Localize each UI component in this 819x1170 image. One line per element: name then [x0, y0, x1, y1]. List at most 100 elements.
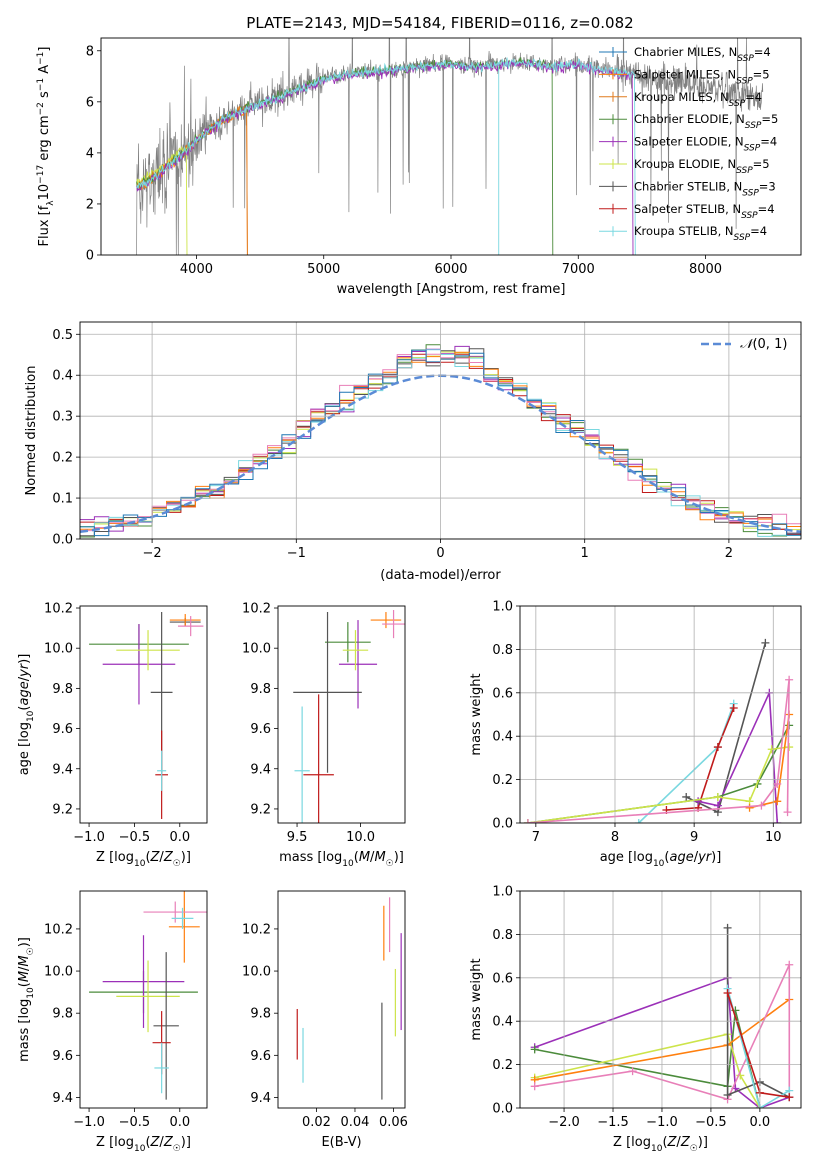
y-tick-label: 9.6: [250, 722, 271, 737]
label-part: −1: [36, 78, 46, 91]
label-part: Kroupa MILES, N: [634, 90, 729, 104]
label-part: /: [17, 676, 32, 681]
y-tick-label: 0.8: [492, 928, 513, 943]
y-tick-label: 9.8: [250, 1007, 271, 1022]
y-axis-label: Normed distribution: [24, 366, 39, 496]
label-part: SSP: [729, 99, 746, 109]
label-part: age [log: [17, 722, 32, 775]
plot-area: [89, 612, 204, 819]
x-tick-label: −1.5: [597, 1115, 629, 1130]
label-part: )]: [17, 937, 32, 947]
x-tick-label: 7000: [562, 262, 595, 277]
label-part: ☉: [690, 1144, 698, 1154]
label-part: Z: [163, 1135, 174, 1150]
y-tick-label: 10.2: [242, 602, 271, 617]
data-point: [116, 960, 180, 1033]
x-tick-label: 10: [765, 830, 782, 845]
weight-series: [666, 707, 735, 811]
y-tick-label: 1.0: [492, 885, 513, 900]
data-point: [116, 630, 180, 671]
label-part: Z: [667, 1135, 678, 1150]
x-tick-label: −1: [287, 546, 306, 561]
x-tick-label: 0.0: [750, 1115, 771, 1130]
weight-marker: [694, 797, 703, 806]
label-part: /: [159, 850, 164, 865]
legend: 𝒩(0, 1): [701, 337, 787, 352]
label-part: SSP: [734, 233, 751, 243]
x-tick-label: 0.02: [302, 1115, 331, 1130]
label-part: Z: [150, 1135, 161, 1150]
x-axis-label: (data-model)/error: [380, 568, 501, 583]
label-part: Flux [f: [37, 205, 52, 246]
y-tick-label: 9.4: [52, 762, 73, 777]
label-part: 10: [134, 1144, 146, 1154]
x-tick-label: 8: [611, 830, 619, 845]
label-part: (0, 1): [752, 337, 787, 352]
label-part: Chabrier STELIB, N: [634, 179, 742, 193]
axes-age_vs_z: −1.0 −0.5 0.09.29.49.69.810.010.2Z [log10(…: [17, 602, 208, 869]
label-part: A: [37, 65, 52, 78]
weight-marker: [785, 675, 794, 684]
weight-series: [726, 927, 790, 1098]
label-part: (: [145, 1135, 150, 1150]
x-tick-label: 5000: [307, 262, 340, 277]
weight-marker: [634, 819, 643, 823]
label-part: SSP: [742, 188, 759, 198]
y-tick-label: 10.0: [242, 965, 271, 980]
y-axis-label: Flux [fλ10−17 erg cm−2 s−1 A−1]: [36, 47, 56, 247]
plot-area: [520, 606, 801, 823]
weight-marker: [682, 792, 691, 801]
label-part: (: [17, 982, 32, 987]
label-part: Z [log: [96, 850, 134, 865]
x-tick-label: 10.0: [346, 830, 375, 845]
label-part: ☉: [26, 947, 36, 955]
plot-area: [89, 891, 207, 1100]
label-part: erg cm: [37, 115, 52, 164]
weight-marker: [773, 779, 782, 788]
weight-marker: [723, 988, 732, 997]
label-part: mass [log: [17, 999, 32, 1062]
y-tick-label: 0.2: [492, 1058, 513, 1073]
label-part: SSP: [736, 76, 753, 86]
data-point: [169, 614, 201, 627]
label-part: (: [354, 850, 359, 865]
label-part: age: [669, 850, 693, 865]
label-part: SSP: [745, 121, 762, 131]
y-tick-label: 0.2: [492, 773, 513, 788]
x-tick-label: 7: [532, 830, 540, 845]
label-part: Kroupa ELODIE, N: [634, 157, 736, 171]
data-point: [382, 610, 405, 639]
label-part: mass weight: [469, 958, 484, 1040]
data-point: [171, 907, 194, 929]
y-tick-label: 0.6: [492, 971, 513, 986]
label-part: =3: [759, 179, 776, 193]
data-point: [168, 891, 200, 963]
weight-marker: [783, 808, 792, 817]
data-point: [143, 901, 207, 923]
legend-entry: Kroupa MILES, NSSP=4: [634, 90, 762, 109]
label-part: 10: [342, 859, 354, 869]
data-point: [342, 630, 369, 671]
x-tick-label: 8000: [689, 262, 722, 277]
y-tick-label: 10.2: [44, 602, 73, 617]
y-tick-label: 0.8: [492, 643, 513, 658]
label-part: 10: [651, 1144, 663, 1154]
label-part: )]: [181, 1135, 191, 1150]
label-part: )]: [17, 654, 32, 664]
data-point: [154, 1042, 169, 1094]
weight-marker: [761, 638, 770, 647]
y-tick-label: 6: [86, 95, 94, 110]
label-part: 10: [134, 859, 146, 869]
y-tick-label: 9.6: [52, 1049, 73, 1064]
x-axis-label: mass [log10(M/M☉)]: [279, 850, 404, 869]
x-tick-label: 2: [725, 546, 733, 561]
weight-marker: [773, 819, 782, 823]
label-part: 10: [653, 859, 665, 869]
y-tick-label: 9.4: [52, 1091, 73, 1106]
y-tick-label: 0.6: [492, 686, 513, 701]
label-part: /: [370, 850, 375, 865]
axes-frame: [519, 605, 802, 824]
y-tick-label: 9.4: [250, 762, 271, 777]
